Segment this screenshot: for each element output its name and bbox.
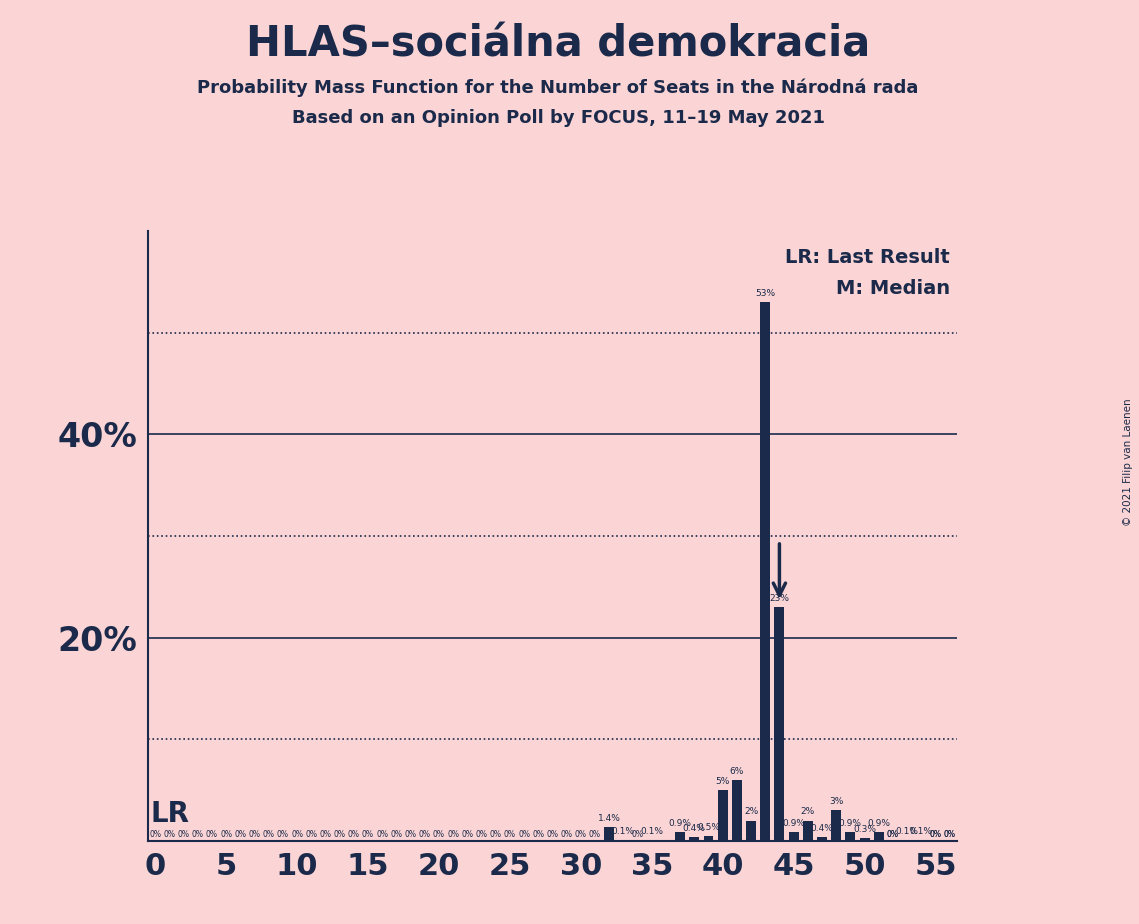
Text: 0%: 0%	[560, 830, 573, 839]
Text: © 2021 Filip van Laenen: © 2021 Filip van Laenen	[1123, 398, 1133, 526]
Text: 0.9%: 0.9%	[669, 819, 691, 828]
Bar	[689, 837, 699, 841]
Text: 0%: 0%	[944, 830, 956, 839]
Text: 0%: 0%	[248, 830, 261, 839]
Text: 0%: 0%	[376, 830, 388, 839]
Text: 0.1%: 0.1%	[910, 827, 933, 835]
Text: 0%: 0%	[347, 830, 360, 839]
Text: Based on an Opinion Poll by FOCUS, 11–19 May 2021: Based on an Opinion Poll by FOCUS, 11–19…	[292, 109, 825, 127]
Text: 0%: 0%	[490, 830, 501, 839]
Text: 0%: 0%	[263, 830, 274, 839]
Text: 0%: 0%	[235, 830, 246, 839]
Text: 0%: 0%	[404, 830, 417, 839]
Text: 0%: 0%	[503, 830, 516, 839]
Text: 1.4%: 1.4%	[598, 813, 621, 822]
Bar	[803, 821, 813, 841]
Text: 5%: 5%	[715, 777, 730, 786]
Bar	[760, 302, 770, 841]
Text: 0%: 0%	[433, 830, 445, 839]
Bar	[831, 810, 841, 841]
Text: LR: LR	[150, 799, 190, 828]
Bar	[647, 840, 657, 841]
Text: 0%: 0%	[887, 830, 899, 839]
Bar	[860, 838, 869, 841]
Bar	[788, 832, 798, 841]
Text: 0%: 0%	[419, 830, 431, 839]
Text: 0.1%: 0.1%	[640, 827, 663, 835]
Text: 0%: 0%	[461, 830, 474, 839]
Text: 0%: 0%	[178, 830, 189, 839]
Text: 0.4%: 0.4%	[811, 823, 834, 833]
Text: 0%: 0%	[887, 830, 899, 839]
Text: 0%: 0%	[929, 830, 942, 839]
Text: M: Median: M: Median	[836, 279, 950, 298]
Bar	[661, 840, 671, 841]
Text: 0.3%: 0.3%	[853, 825, 876, 833]
Text: HLAS–sociálna demokracia: HLAS–sociálna demokracia	[246, 23, 870, 65]
Bar	[732, 780, 741, 841]
Bar	[874, 832, 884, 841]
Text: 0%: 0%	[547, 830, 558, 839]
Text: 0%: 0%	[305, 830, 318, 839]
Text: 6%: 6%	[730, 767, 744, 776]
Text: 0.5%: 0.5%	[697, 822, 720, 832]
Bar	[604, 827, 614, 841]
Text: 0%: 0%	[277, 830, 289, 839]
Text: 3%: 3%	[829, 797, 843, 807]
Text: 0.1%: 0.1%	[895, 827, 919, 835]
Text: 0.1%: 0.1%	[612, 827, 634, 835]
Bar	[775, 607, 785, 841]
Text: 0%: 0%	[334, 830, 345, 839]
Text: 0%: 0%	[362, 830, 374, 839]
Bar	[746, 821, 756, 841]
Text: 0%: 0%	[319, 830, 331, 839]
Bar	[916, 840, 926, 841]
Text: 2%: 2%	[801, 808, 814, 817]
Bar	[902, 840, 912, 841]
Text: 0%: 0%	[191, 830, 204, 839]
Text: 0%: 0%	[532, 830, 544, 839]
Text: 0%: 0%	[220, 830, 232, 839]
Bar	[817, 837, 827, 841]
Text: 23%: 23%	[770, 594, 789, 603]
Text: 0%: 0%	[206, 830, 218, 839]
Text: 0%: 0%	[589, 830, 601, 839]
Text: 0%: 0%	[944, 830, 956, 839]
Bar	[845, 832, 855, 841]
Text: 0.4%: 0.4%	[683, 823, 706, 833]
Text: 0.9%: 0.9%	[782, 819, 805, 828]
Text: 0%: 0%	[448, 830, 459, 839]
Bar	[618, 840, 629, 841]
Text: 0%: 0%	[929, 830, 942, 839]
Bar	[675, 832, 685, 841]
Text: 0.9%: 0.9%	[838, 819, 862, 828]
Text: 0%: 0%	[575, 830, 587, 839]
Text: 0%: 0%	[149, 830, 161, 839]
Bar	[718, 790, 728, 841]
Text: 0.9%: 0.9%	[867, 819, 891, 828]
Text: 0%: 0%	[163, 830, 175, 839]
Text: 2%: 2%	[744, 808, 759, 817]
Text: 53%: 53%	[755, 289, 776, 298]
Text: 0%: 0%	[631, 830, 644, 839]
Text: 0%: 0%	[391, 830, 402, 839]
Text: 0%: 0%	[475, 830, 487, 839]
Bar	[704, 835, 713, 841]
Text: 0%: 0%	[292, 830, 303, 839]
Text: Probability Mass Function for the Number of Seats in the Národná rada: Probability Mass Function for the Number…	[197, 79, 919, 97]
Text: LR: Last Result: LR: Last Result	[785, 249, 950, 267]
Text: 0%: 0%	[518, 830, 530, 839]
